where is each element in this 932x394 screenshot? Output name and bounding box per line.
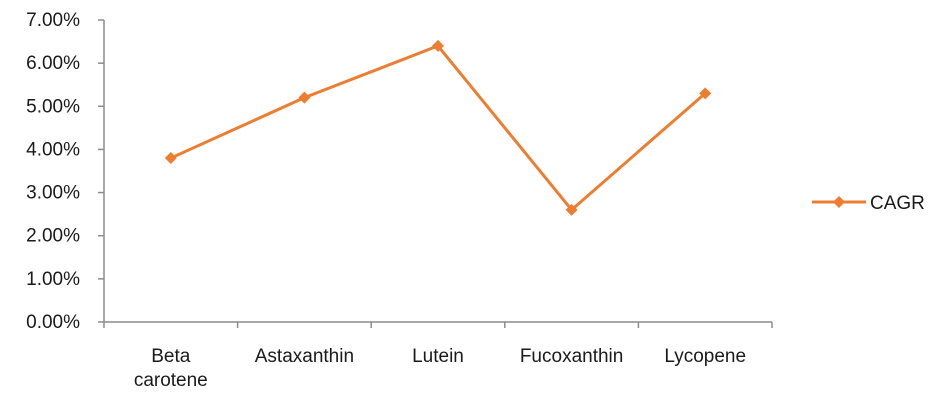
data-point: [164, 152, 177, 165]
y-tick-label: 3.00%: [26, 183, 80, 204]
x-tick-label-line: Fucoxanthin: [520, 346, 624, 367]
legend: CAGR: [812, 193, 925, 214]
y-tick-label: 0.00%: [26, 312, 80, 333]
x-tick-label-line: Astaxanthin: [255, 346, 354, 367]
data-point: [298, 91, 311, 104]
y-tick-label: 4.00%: [26, 139, 80, 160]
x-axis: Beta carotene Astaxanthin Lutein Fucoxanthin…: [103, 321, 773, 391]
x-tick-label: Lutein: [412, 346, 464, 367]
y-tick-label: 5.00%: [26, 96, 80, 117]
y-tick-label: 6.00%: [26, 53, 80, 74]
x-tick-label-line: Lycopene: [664, 346, 746, 367]
x-tick-label: Beta carotene: [134, 346, 208, 391]
x-tick-label-line: carotene: [134, 370, 208, 391]
x-tick-label-line: Lutein: [412, 346, 464, 367]
x-tick-label: Lycopene: [664, 346, 746, 367]
data-point: [699, 87, 712, 100]
x-tick-label: Fucoxanthin: [520, 346, 624, 367]
y-tick-label: 7.00%: [26, 10, 80, 31]
y-tick-label: 2.00%: [26, 226, 80, 247]
legend-marker: [833, 196, 845, 208]
x-tick-label: Astaxanthin: [255, 346, 354, 367]
series-layer: [164, 39, 712, 216]
data-point: [432, 39, 444, 52]
x-tick-label-line: Beta: [151, 346, 191, 367]
legend-label: CAGR: [870, 193, 925, 214]
data-point: [565, 203, 578, 216]
y-axis: 0.00% 1.00% 2.00% 3.00% 4.00% 5.00% 6.00% 7.00%: [26, 10, 105, 333]
series-line-cagr: [170, 44, 707, 212]
y-tick-label: 1.00%: [26, 269, 80, 290]
